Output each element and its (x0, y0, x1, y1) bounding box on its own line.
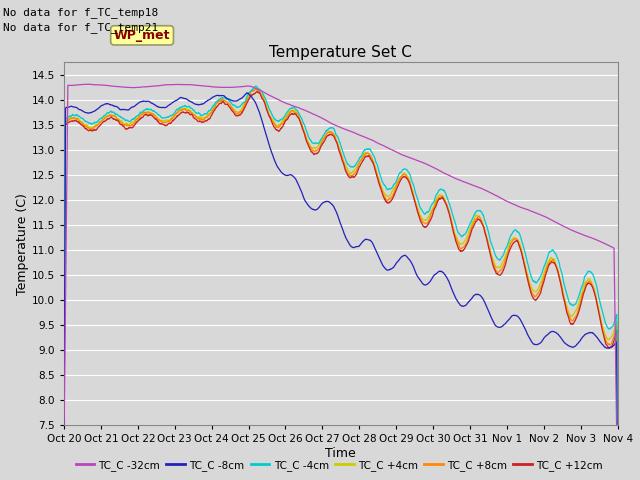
Legend: TC_C -32cm, TC_C -8cm, TC_C -4cm, TC_C +4cm, TC_C +8cm, TC_C +12cm: TC_C -32cm, TC_C -8cm, TC_C -4cm, TC_C +… (71, 456, 607, 475)
X-axis label: Time: Time (325, 446, 356, 460)
Y-axis label: Temperature (C): Temperature (C) (16, 192, 29, 295)
Text: No data for f_TC_temp18: No data for f_TC_temp18 (3, 7, 159, 18)
Text: No data for f_TC_temp21: No data for f_TC_temp21 (3, 22, 159, 33)
Title: Temperature Set C: Temperature Set C (269, 45, 412, 60)
Text: WP_met: WP_met (114, 29, 170, 42)
